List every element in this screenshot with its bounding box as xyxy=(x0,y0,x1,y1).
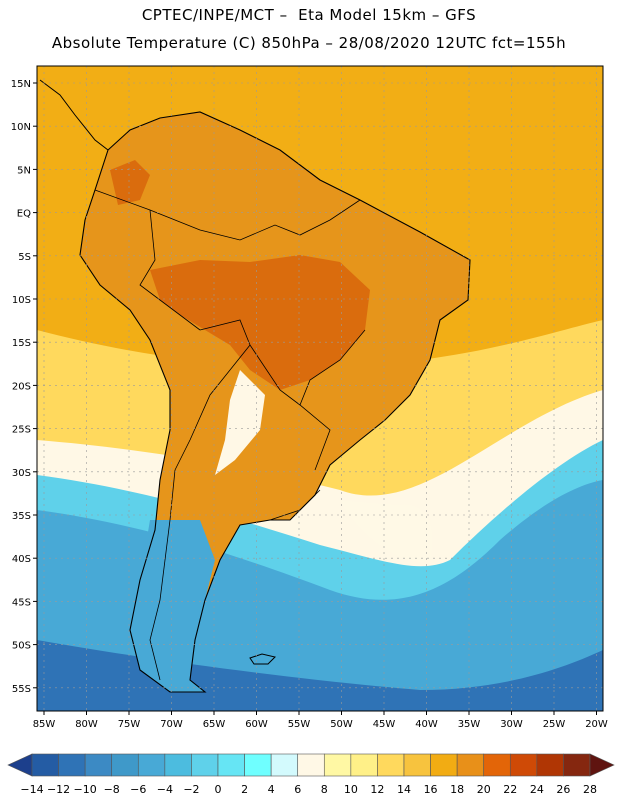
hot-core-interior xyxy=(150,255,370,390)
colorbar-label: 4 xyxy=(268,783,275,796)
border-north xyxy=(94,189,361,241)
axis-ticks: 15N 10N 5N EQ 5S 10S 15S 20S 25S 30S 35S 40S 45S 50S 5… xyxy=(11,79,608,730)
lon-label: 30W xyxy=(500,719,523,730)
colorbar-label: 2 xyxy=(241,783,248,796)
border-brazil-inner xyxy=(299,329,366,406)
colorbar-box xyxy=(191,753,219,777)
map-frame xyxy=(36,65,604,712)
colorbar-box xyxy=(217,753,245,777)
lon-label: 35W xyxy=(458,719,481,730)
colorbar-box xyxy=(58,753,86,777)
colorbar-arrow-low xyxy=(7,753,33,777)
colorbar-box xyxy=(430,753,458,777)
colorbar-box xyxy=(297,753,325,777)
colorbar: −14 −12 −10 −8 −6 −4 −2 0 2 4 6 8 10 12 14 16 18 20 22 24 26… xyxy=(7,753,615,796)
colorbar-label: 12 xyxy=(370,783,384,796)
lon-label: 75W xyxy=(118,719,141,730)
colorbar-label: −10 xyxy=(74,783,97,796)
colorbar-label: 28 xyxy=(583,783,597,796)
colorbar-box xyxy=(509,753,538,777)
falkland-islands xyxy=(249,653,276,665)
colorbar-label: 10 xyxy=(344,783,358,796)
country-borders xyxy=(94,189,366,681)
colorbar-box xyxy=(377,753,405,777)
lat-label: 45S xyxy=(12,597,31,608)
colorbar-label: −2 xyxy=(183,783,199,796)
colorbar-label: 0 xyxy=(215,783,222,796)
lat-label: 35S xyxy=(12,511,31,522)
colorbar-box xyxy=(31,753,59,777)
hot-core-north xyxy=(110,160,150,205)
colorbar-label: 6 xyxy=(294,783,301,796)
lon-label: 45W xyxy=(373,719,396,730)
colorbar-label: 26 xyxy=(556,783,570,796)
field-deep-sea xyxy=(37,640,603,711)
colorbar-box xyxy=(137,753,166,777)
colorbar-label: 24 xyxy=(530,783,544,796)
colorbar-box xyxy=(244,753,272,777)
chart-title-line1: CPTEC/INPE/MCT – Eta Model 15km – GFS xyxy=(141,6,477,24)
colorbar-label: −6 xyxy=(130,783,146,796)
colorbar-box xyxy=(483,753,511,777)
border-chile-argentina xyxy=(149,469,176,681)
lon-label: 80W xyxy=(75,719,98,730)
map-field xyxy=(37,66,603,711)
lon-label: 60W xyxy=(245,719,268,730)
chart-title-line2: Absolute Temperature (C) 850hPa – 28/08/… xyxy=(51,34,567,52)
border-bolivia xyxy=(174,319,251,471)
lon-label: 25W xyxy=(543,719,566,730)
colorbar-box xyxy=(111,753,139,777)
colorbar-label: 16 xyxy=(424,783,438,796)
lat-label: 25S xyxy=(12,425,31,436)
lon-label: 85W xyxy=(33,719,56,730)
field-pale-tongue xyxy=(340,500,433,562)
colorbar-label: −12 xyxy=(47,783,70,796)
lon-label: 70W xyxy=(160,719,183,730)
lon-label: 55W xyxy=(288,719,311,730)
colorbar-label: 18 xyxy=(450,783,464,796)
colorbar-box xyxy=(84,753,113,777)
colorbar-label: −8 xyxy=(104,783,120,796)
colorbar-label: 20 xyxy=(477,783,491,796)
lat-label: 40S xyxy=(12,554,31,565)
central-america xyxy=(39,79,109,151)
border-uruguay xyxy=(269,489,321,521)
colorbar-label: 14 xyxy=(397,783,411,796)
lon-label: 40W xyxy=(415,719,438,730)
colorbar-box xyxy=(403,753,431,777)
colorbar-box xyxy=(270,753,299,777)
border-peru-west xyxy=(139,209,201,331)
lat-label: 15N xyxy=(11,79,31,90)
colorbar-label: −4 xyxy=(157,783,173,796)
lat-label: 15S xyxy=(12,338,31,349)
lon-label: 20W xyxy=(585,719,608,730)
lat-label: 55S xyxy=(12,684,31,695)
lat-label: 50S xyxy=(12,641,31,652)
lat-label: 30S xyxy=(12,468,31,479)
colorbar-label: 8 xyxy=(321,783,328,796)
colorbar-label: 22 xyxy=(503,783,517,796)
colorbar-box xyxy=(350,753,378,777)
lat-label: 5N xyxy=(17,165,31,176)
grid-lines xyxy=(37,66,603,711)
land-cool-tongue xyxy=(215,370,265,475)
lat-label: 10N xyxy=(11,122,31,133)
lat-label: EQ xyxy=(17,209,31,220)
coastline xyxy=(79,111,471,693)
colorbar-arrow-high xyxy=(589,753,615,777)
colorbar-box xyxy=(323,753,352,777)
lon-label: 65W xyxy=(203,719,226,730)
colorbar-box xyxy=(164,753,192,777)
lat-label: 20S xyxy=(12,381,31,392)
colorbar-label: −14 xyxy=(20,783,43,796)
lon-label: 50W xyxy=(330,719,353,730)
colorbar-box xyxy=(536,753,564,777)
colorbar-box xyxy=(563,753,591,777)
lat-label: 10S xyxy=(12,295,31,306)
colorbar-box xyxy=(456,753,485,777)
lat-label: 5S xyxy=(18,252,31,263)
